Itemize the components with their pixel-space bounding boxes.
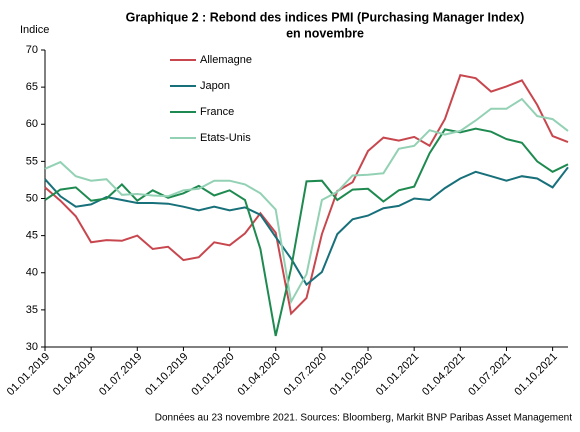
series-line [44,127,569,337]
y-tick-label: 45 [26,230,38,242]
x-tick-label: 01.07.2020 [282,351,329,398]
y-tick-label: 70 [26,44,38,56]
series-line [44,74,569,316]
source-note: Données au 23 novembre 2021. Sources: Bl… [155,413,572,424]
series-line [44,97,569,305]
y-tick-label: 35 [26,304,38,316]
series-line [44,166,569,287]
y-tick-label: 55 [26,155,38,167]
chart-title: Graphique 2 : Rebond des indices PMI (Pu… [126,10,525,24]
y-tick-label: 40 [26,267,38,279]
legend-label: Japon [200,80,230,92]
x-tick-label: 01.07.2021 [466,351,513,398]
y-axis-label: Indice [20,24,49,36]
y-tick-label: 50 [26,192,38,204]
x-tick-label: 01.04.2019 [51,351,98,398]
x-tick-label: 01.01.2021 [374,351,421,398]
y-tick-label: 30 [26,341,38,353]
x-tick-label: 01.01.2019 [5,351,52,398]
x-tick-label: 01.07.2019 [97,351,144,398]
x-tick-label: 01.01.2020 [189,351,236,398]
x-tick-label: 01.04.2021 [420,351,467,398]
y-tick-label: 65 [26,81,38,93]
chart-title: en novembre [286,26,364,40]
legend-label: Etats-Unis [200,132,251,144]
y-tick-label: 60 [26,118,38,130]
legend-label: France [200,106,234,118]
x-tick-label: 01.10.2019 [143,351,190,398]
x-tick-label: 01.04.2020 [235,351,282,398]
x-tick-label: 01.10.2020 [328,351,375,398]
x-tick-label: 01.10.2021 [512,351,559,398]
legend-label: Allemagne [200,54,252,66]
